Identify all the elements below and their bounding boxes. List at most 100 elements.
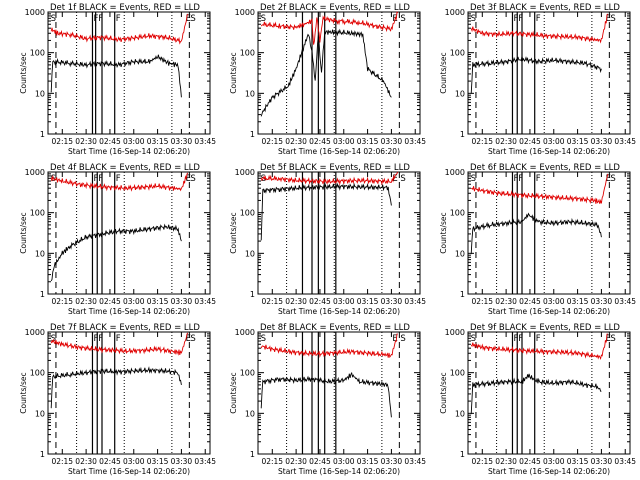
x-tick-label: 03:45: [614, 457, 636, 466]
y-tick-label: 10: [245, 249, 255, 258]
plot-frame: [467, 171, 631, 295]
y-tick-label: 1: [250, 290, 255, 299]
panel-det-3: Det 3f BLACK = Events, RED = LLD 1 10 100 10…: [439, 3, 636, 156]
x-axis-label: Start Time (16-Sep-14 02:06:20): [68, 147, 190, 156]
y-tick-label: 100: [30, 49, 45, 58]
x-tick-label: 02:15: [471, 457, 493, 466]
y-tick-label: 100: [450, 49, 465, 58]
marker-label: S: [190, 174, 195, 184]
panel-det-6: Det 6f BLACK = Events, RED = LLD 1 10 100 10…: [439, 163, 636, 316]
marker-label: S: [400, 334, 405, 344]
panel-title: Det 4f BLACK = Events, RED = LLD: [50, 163, 200, 173]
x-tick-label: 02:45: [309, 297, 331, 306]
y-tick-label: 1000: [445, 328, 465, 337]
marker-label: S: [610, 334, 615, 344]
marker-label: S: [471, 174, 476, 184]
x-tick-label: 02:30: [75, 457, 97, 466]
x-tick-label: 02:15: [471, 297, 493, 306]
x-tick-label: 02:15: [471, 137, 493, 146]
x-tick-label: 02:30: [495, 297, 517, 306]
y-axis-label: Counts/sec: [19, 52, 28, 93]
marker-label: S: [190, 14, 195, 24]
x-tick-label: 03:45: [404, 137, 426, 146]
x-tick-label: 02:15: [51, 457, 73, 466]
marker-label: F: [93, 334, 98, 344]
marker-label: E: [606, 174, 611, 184]
marker-label: S: [51, 14, 56, 24]
y-tick-label: 1: [460, 130, 465, 139]
panel-title: Det 1f BLACK = Events, RED = LLD: [50, 3, 200, 13]
x-tick-label: 03:15: [357, 297, 379, 306]
x-tick-label: 02:45: [99, 297, 121, 306]
x-axis-label: Start Time (16-Sep-14 02:06:20): [488, 467, 610, 476]
x-tick-label: 03:15: [357, 457, 379, 466]
plot-frame: [257, 11, 421, 135]
marker-label: F: [513, 14, 518, 24]
marker-label: S: [261, 334, 266, 344]
y-tick-label: 10: [35, 249, 45, 258]
x-tick-label: 03:30: [591, 457, 613, 466]
marker-label: F: [536, 334, 541, 344]
x-axis-label: Start Time (16-Sep-14 02:06:20): [278, 307, 400, 316]
marker-label: E: [606, 14, 611, 24]
x-tick-label: 02:15: [261, 457, 283, 466]
panel-title: Det 8f BLACK = Events, RED = LLD: [260, 323, 410, 333]
marker-label: F: [116, 14, 121, 24]
panel-title: Det 3f BLACK = Events, RED = LLD: [470, 3, 620, 13]
y-axis-label: Counts/sec: [19, 372, 28, 413]
panel-title: Det 2f BLACK = Events, RED = LLD: [260, 3, 410, 13]
x-tick-label: 03:00: [543, 457, 565, 466]
plot-frame: [257, 171, 421, 295]
x-axis-label: Start Time (16-Sep-14 02:06:20): [68, 467, 190, 476]
marker-label: S: [400, 174, 405, 184]
x-tick-label: 02:30: [75, 137, 97, 146]
marker-label: F: [536, 174, 541, 184]
panel-det-2: Det 2f BLACK = Events, RED = LLD 1 10 100 10…: [229, 3, 426, 156]
marker-label: F: [98, 174, 103, 184]
marker-label: S: [261, 14, 266, 24]
y-tick-label: 1: [40, 290, 45, 299]
series-line-lld: [470, 13, 609, 44]
y-tick-label: 1: [250, 130, 255, 139]
y-tick-label: 1: [250, 450, 255, 459]
y-tick-label: 100: [450, 369, 465, 378]
x-tick-label: 02:45: [519, 297, 541, 306]
marker-label: S: [190, 334, 195, 344]
plot-frame: [47, 11, 211, 135]
y-tick-label: 1000: [25, 8, 45, 17]
x-tick-label: 02:15: [261, 297, 283, 306]
y-axis-label: Counts/sec: [229, 372, 238, 413]
marker-label: F: [116, 334, 121, 344]
x-axis-label: Start Time (16-Sep-14 02:06:20): [278, 147, 400, 156]
y-tick-label: 1000: [445, 168, 465, 177]
x-tick-label: 02:45: [309, 137, 331, 146]
y-axis-label: Counts/sec: [439, 212, 448, 253]
y-tick-label: 1: [40, 450, 45, 459]
y-tick-label: 1: [460, 290, 465, 299]
y-tick-label: 1000: [235, 328, 255, 337]
x-tick-label: 02:30: [495, 457, 517, 466]
marker-label: E: [392, 334, 397, 344]
y-tick-label: 100: [240, 49, 255, 58]
y-tick-label: 1000: [25, 328, 45, 337]
panel-det-7: Det 7f BLACK = Events, RED = LLD 1 10 100 10…: [19, 323, 216, 476]
series-line-events: [50, 223, 182, 282]
x-tick-label: 03:15: [567, 137, 589, 146]
marker-label: F: [93, 14, 98, 24]
x-tick-label: 03:00: [333, 297, 355, 306]
marker-label: E: [186, 14, 191, 24]
y-axis-label: Counts/sec: [229, 52, 238, 93]
marker-label: F: [98, 334, 103, 344]
y-axis-label: Counts/sec: [19, 212, 28, 253]
marker-label: F: [536, 14, 541, 24]
series-line-events: [470, 56, 602, 94]
x-tick-label: 02:30: [495, 137, 517, 146]
x-tick-label: 03:30: [591, 137, 613, 146]
panel-title: Det 9f BLACK = Events, RED = LLD: [470, 323, 620, 333]
series-line-events: [260, 182, 392, 241]
y-tick-label: 100: [30, 209, 45, 218]
x-axis-label: Start Time (16-Sep-14 02:06:20): [488, 307, 610, 316]
marker-label: F: [116, 174, 121, 184]
series-line-lld: [50, 172, 189, 192]
